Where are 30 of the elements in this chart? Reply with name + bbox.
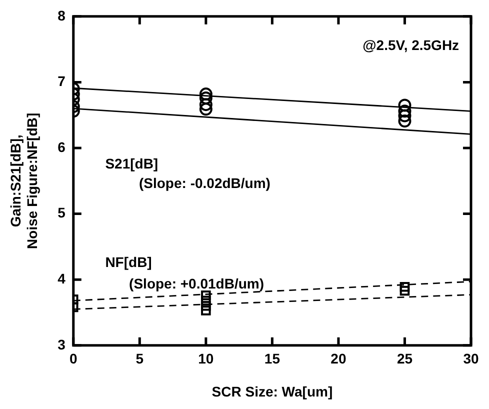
x-tick-label: 30 xyxy=(463,350,479,367)
x-tick-label: 15 xyxy=(264,350,280,367)
y-tick-label: 5 xyxy=(58,204,66,221)
x-tick-label: 20 xyxy=(330,350,346,367)
annotation: @2.5V, 2.5GHz xyxy=(362,36,460,53)
y-tick-label: 4 xyxy=(58,270,66,286)
point xyxy=(201,306,211,316)
y-tick-label: 8 xyxy=(58,7,66,24)
point xyxy=(398,98,412,112)
x-axis-title: SCR Size: Wa[um] xyxy=(212,383,333,400)
x-tick-label: 10 xyxy=(198,350,214,367)
point xyxy=(201,301,211,311)
y-tick-label: 3 xyxy=(58,336,66,352)
x-tick-label: 25 xyxy=(396,350,413,367)
point xyxy=(398,109,412,122)
point xyxy=(400,286,410,296)
point xyxy=(398,114,412,128)
annotation: (Slope: -0.02dB/um) xyxy=(138,175,270,192)
annotation: S21[dB] xyxy=(105,155,158,172)
annotation: (Slope: +0.01dB/um) xyxy=(129,275,264,292)
y-tick-label: 7 xyxy=(58,73,66,90)
y-tick-label: 6 xyxy=(58,138,66,155)
y-axis-title: Gain:S21[dB], Noise Figure:NF[dB] xyxy=(7,112,40,249)
point xyxy=(398,104,412,118)
annotation: NF[dB] xyxy=(105,254,152,270)
point xyxy=(400,282,410,292)
point xyxy=(201,296,211,306)
x-tick-label: 5 xyxy=(136,350,144,367)
x-tick-label: 0 xyxy=(69,350,78,367)
point xyxy=(201,290,211,300)
